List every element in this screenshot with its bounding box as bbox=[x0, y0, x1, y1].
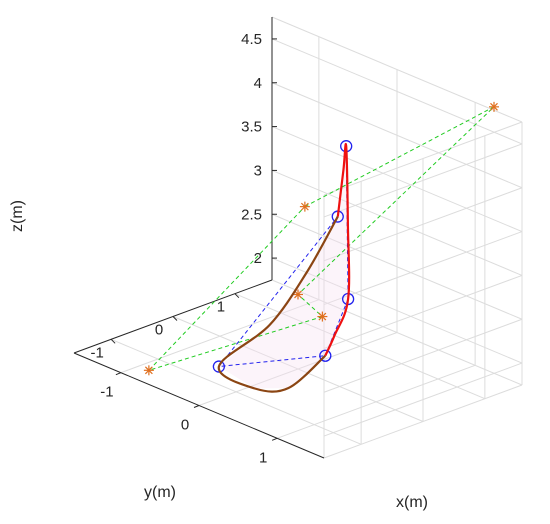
box-edge bbox=[271, 279, 523, 386]
y-axis-label: y(m) bbox=[144, 484, 176, 501]
back-wall-gridline-z bbox=[271, 126, 523, 233]
back-wall-gridline-z bbox=[271, 213, 523, 320]
side-wall-gridline-z bbox=[323, 274, 523, 349]
lower-curve-line bbox=[217, 216, 339, 393]
z-tick-label: 4 bbox=[254, 75, 262, 92]
back-wall-gridline-z bbox=[271, 169, 523, 276]
x-tick-mark bbox=[115, 372, 122, 376]
x-tick-label: 0 bbox=[181, 417, 189, 434]
surface-shading bbox=[218, 146, 349, 389]
circle-marker bbox=[319, 349, 332, 362]
grid-layer bbox=[110, 16, 523, 459]
z-tick-label: 2.5 bbox=[241, 206, 262, 223]
z-tick-label: 3 bbox=[254, 162, 262, 179]
axes-box bbox=[73, 17, 325, 459]
y-tick-mark bbox=[234, 293, 240, 299]
star-marker bbox=[293, 289, 303, 300]
back-wall-gridline-z bbox=[271, 82, 523, 189]
box-edge bbox=[323, 121, 523, 196]
surface-patch bbox=[218, 146, 349, 389]
side-wall-gridline-z bbox=[323, 187, 523, 262]
star-marker bbox=[143, 365, 154, 376]
back-wall-gridline-z bbox=[271, 257, 523, 364]
y-tick-label: 1 bbox=[217, 299, 225, 316]
star-marker-stroke bbox=[490, 102, 498, 111]
circle-marker bbox=[212, 360, 226, 373]
y-tick-mark bbox=[110, 338, 116, 344]
star-marker bbox=[489, 101, 499, 112]
upper-curve-line bbox=[324, 143, 351, 357]
z-tick-label: 3.5 bbox=[241, 119, 262, 136]
side-wall-gridline-z bbox=[323, 362, 523, 437]
back-wall-gridline-z bbox=[271, 38, 523, 145]
x-tick-label: 1 bbox=[259, 449, 267, 466]
series-layer bbox=[143, 101, 499, 393]
floor-gridline-y bbox=[234, 293, 486, 400]
x-tick-mark bbox=[193, 405, 200, 408]
z-tick-label: 4.5 bbox=[241, 31, 262, 48]
outer-control-polygon-line bbox=[147, 106, 495, 372]
star-marker-stroke bbox=[144, 366, 153, 375]
y-tick-label: 0 bbox=[155, 322, 163, 339]
floor-gridline-y bbox=[110, 338, 362, 445]
star-marker bbox=[299, 201, 310, 212]
star-marker-stroke bbox=[318, 312, 327, 321]
x-tick-mark bbox=[271, 437, 278, 441]
x-tick-label: -1 bbox=[100, 384, 113, 401]
side-wall-gridline-z bbox=[323, 231, 523, 306]
z-tick-label: 2 bbox=[254, 250, 262, 267]
tick-labels: -1 0 1 -1 0 1 2 2.5 3 3.5 4 4.5 bbox=[90, 31, 267, 466]
x-axis-label: x(m) bbox=[396, 494, 428, 511]
box-edge bbox=[323, 384, 523, 459]
y-tick-label: -1 bbox=[90, 344, 103, 361]
side-wall-gridline-z bbox=[323, 143, 523, 218]
star-marker-stroke bbox=[294, 290, 302, 299]
star-marker-stroke bbox=[300, 202, 309, 211]
side-wall-gridline-z bbox=[323, 318, 523, 393]
floor-gridline-y bbox=[172, 316, 424, 422]
y-tick-mark bbox=[172, 316, 178, 321]
z-axis-label: z(m) bbox=[9, 200, 26, 232]
star-marker bbox=[317, 311, 328, 322]
box-edge bbox=[271, 16, 523, 123]
